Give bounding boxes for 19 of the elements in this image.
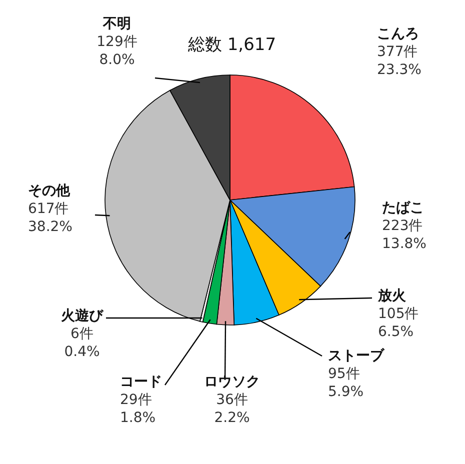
slice-label: ロウソク (204, 374, 260, 390)
data-label: 129件 8.0% (96, 34, 138, 68)
slice-label: ストーブ (328, 347, 385, 364)
data-label: 6件 0.4% (64, 326, 100, 360)
text: 総数 1,617 (186, 35, 276, 55)
data-label: 105件 6.5% (378, 306, 419, 340)
data-label: 617件 38.2% (28, 201, 72, 235)
slice-label: その他 (28, 183, 71, 199)
data-label: 377件 23.3% (377, 44, 422, 78)
data-label: 95件 5.9% (328, 366, 364, 400)
slice-label: たばこ (382, 200, 424, 216)
slice-label: 放火 (377, 288, 407, 304)
slice-label: 火遊び (61, 308, 104, 324)
slice-label: こんろ (377, 26, 419, 42)
slice-label: コード (120, 374, 162, 390)
slice-label: 不明 (102, 16, 131, 32)
data-label: 29件 1.8% (120, 392, 156, 426)
data-label: 223件 13.8% (382, 218, 426, 252)
data-label: 36件 2.2% (214, 392, 250, 426)
